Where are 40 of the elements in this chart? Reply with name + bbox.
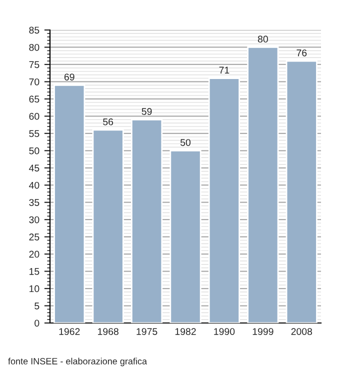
y-tick-label: 70 [29, 78, 40, 86]
source-note: fonte INSEE - elaborazione grafica [8, 358, 148, 366]
data-label: 69 [64, 74, 74, 80]
bar [208, 78, 240, 323]
bar [247, 46, 279, 323]
y-tick-label: 40 [28, 182, 40, 189]
bar [130, 118, 163, 323]
data-label: 50 [180, 139, 191, 146]
x-tick-label: 1975 [136, 328, 158, 335]
y-tick-label: 20 [29, 250, 40, 258]
bar [54, 84, 86, 323]
x-tick-label: 1982 [175, 328, 196, 335]
bar [286, 60, 318, 323]
y-tick-label: 35 [29, 199, 40, 206]
y-tick-label: 65 [29, 96, 40, 103]
y-tick-label: 75 [29, 61, 40, 68]
y-tick-label: 45 [28, 164, 40, 172]
y-tick-label: 15 [30, 268, 40, 275]
y-tick-label: 55 [29, 130, 40, 138]
data-label: 80 [258, 36, 268, 43]
y-tick-label: 60 [29, 112, 40, 120]
x-tick-label: 1968 [98, 328, 118, 335]
x-tick-label: 2008 [291, 328, 312, 335]
y-tick-label: 80 [29, 44, 40, 51]
y-tick-label: 30 [29, 216, 40, 224]
y-tick-label: 25 [29, 234, 40, 240]
y-tick-label: 5 [34, 302, 40, 310]
bar [170, 150, 202, 323]
data-label: 56 [103, 118, 114, 126]
bar [92, 129, 124, 323]
x-tick-label: 1999 [252, 328, 274, 335]
y-tick-label: 85 [29, 26, 40, 34]
y-tick-label: 50 [29, 147, 40, 154]
y-tick-label: 10 [30, 285, 40, 292]
x-tick-label: 1962 [59, 328, 80, 335]
x-tick-label: 1990 [214, 328, 235, 335]
y-tick-label: 0 [34, 320, 40, 327]
data-label: 59 [142, 108, 152, 115]
data-label: 71 [219, 66, 230, 74]
data-label: 76 [296, 49, 307, 56]
